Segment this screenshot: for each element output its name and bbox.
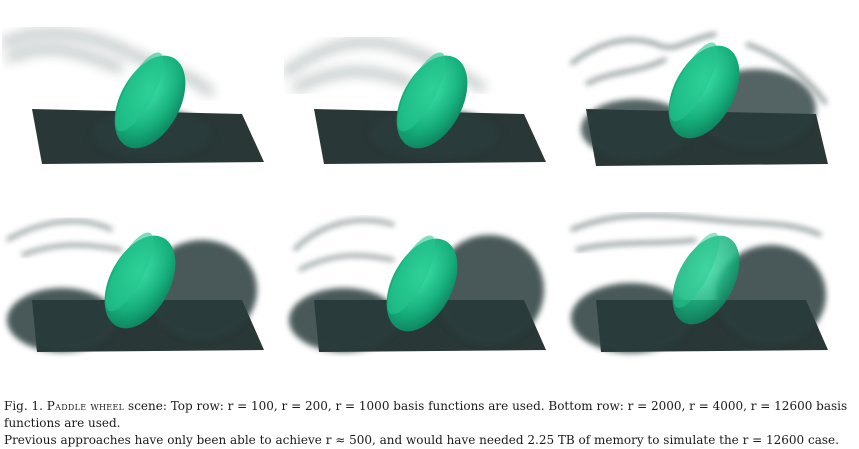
smoke-render — [284, 39, 546, 164]
smoke-render — [569, 32, 828, 166]
smoke-render — [570, 213, 828, 353]
figure-caption: Fig. 1. Paddle wheel scene: Top row: r =… — [4, 398, 854, 449]
render-panel-r200 — [284, 14, 554, 174]
caption-line-2: Previous approaches have only been able … — [4, 433, 839, 447]
smoke-render — [6, 219, 264, 352]
smoke-render — [2, 30, 264, 164]
render-panel-r2000 — [2, 200, 272, 360]
scene-name: Paddle wheel — [46, 399, 125, 413]
figure-label: Fig. 1. — [4, 399, 43, 413]
render-panel-r12600 — [566, 200, 836, 360]
smoke-render — [289, 218, 546, 352]
caption-line-1: Fig. 1. Paddle wheel scene: Top row: r =… — [4, 398, 854, 432]
render-panel-r100 — [2, 14, 272, 174]
render-panel-r1000 — [566, 14, 836, 174]
caption-text-1: scene: Top row: r = 100, r = 200, r = 10… — [4, 399, 848, 430]
render-panel-r4000 — [284, 200, 554, 360]
